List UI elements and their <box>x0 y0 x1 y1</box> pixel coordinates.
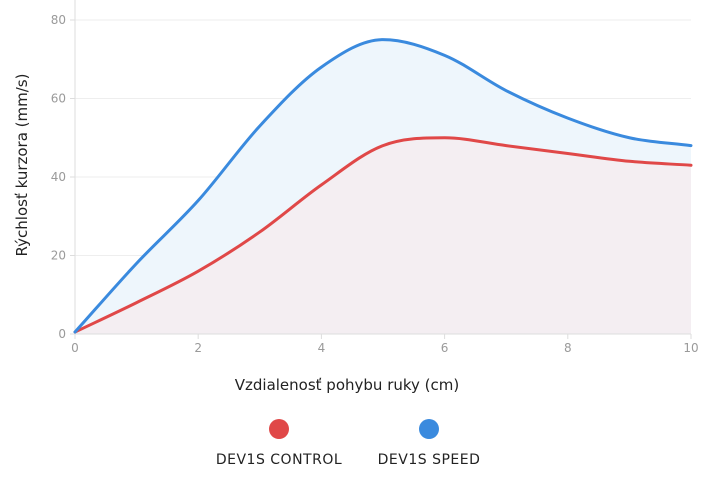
y-tick-label: 40 <box>51 170 66 184</box>
legend-label-dev1s-control: DEV1S CONTROL <box>216 452 342 468</box>
legend-label-dev1s-speed: DEV1S SPEED <box>378 452 481 468</box>
x-tick-label: 4 <box>318 341 326 355</box>
area-layer <box>75 39 691 334</box>
legend-marker-dev1s-control <box>269 419 289 439</box>
series-area-dev1s-control <box>75 137 691 334</box>
x-axis-title: Vzdialenosť pohybu ruky (cm) <box>235 376 459 394</box>
x-tick-label: 2 <box>194 341 202 355</box>
y-tick-label: 60 <box>51 92 66 106</box>
y-axis-title: Rýchlosť kurzora (mm/s) <box>13 74 31 257</box>
y-tick-label: 20 <box>51 249 66 263</box>
tick-layer: 0 2 4 6 8 10 0 20 40 60 80 <box>51 13 699 355</box>
series-line-dev1s-control <box>73 136 693 334</box>
x-tick-label: 6 <box>441 341 449 355</box>
legend-marker-dev1s-speed <box>419 419 439 439</box>
x-tick-label: 10 <box>683 341 698 355</box>
x-tick-label: 8 <box>564 341 572 355</box>
line-layer <box>73 38 693 334</box>
axes-layer <box>74 0 691 335</box>
x-tick-label: 0 <box>71 341 79 355</box>
series-line-dev1s-speed <box>73 38 693 334</box>
y-tick-label: 0 <box>58 327 66 341</box>
legend: DEV1S CONTROL DEV1S SPEED <box>216 419 481 468</box>
y-tick-label: 80 <box>51 13 66 27</box>
